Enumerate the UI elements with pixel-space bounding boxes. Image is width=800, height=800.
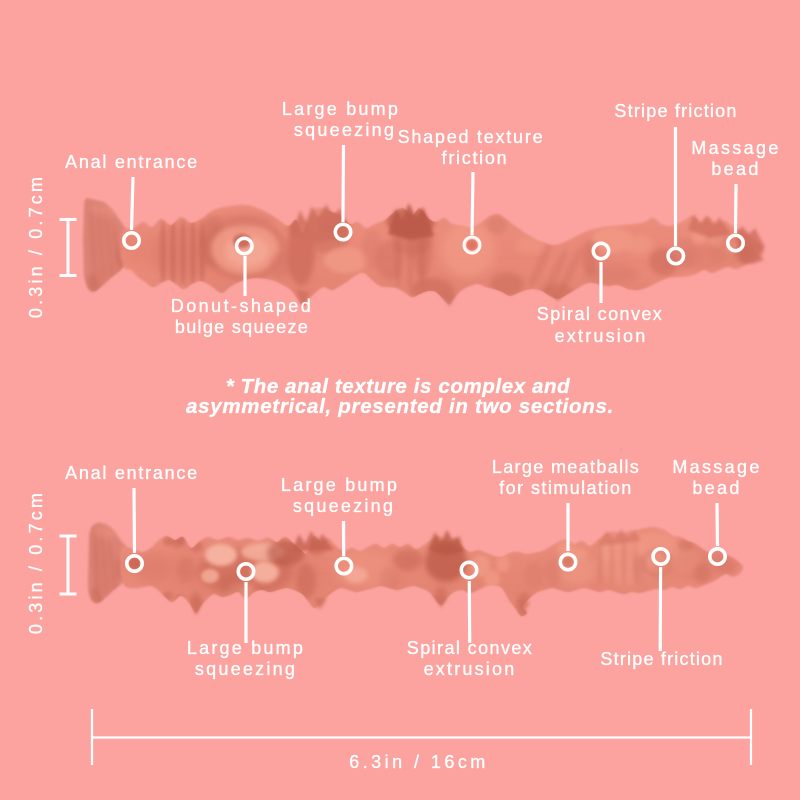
svg-text:Donut-shaped: Donut-shaped [171,296,313,316]
svg-text:Stripe friction: Stripe friction [600,649,723,669]
svg-text:squeezing: squeezing [294,120,396,140]
svg-text:Spiral convex: Spiral convex [407,638,533,658]
svg-text:* The anal texture is complex: * The anal texture is complex and [226,375,571,398]
svg-text:Large meatballs: Large meatballs [492,457,640,477]
svg-text:bulge squeeze: bulge squeeze [175,317,309,337]
svg-text:Large bump: Large bump [281,475,399,495]
svg-text:squeezing: squeezing [195,659,297,679]
svg-text:extrusion: extrusion [424,659,517,679]
svg-text:Massage: Massage [691,138,780,158]
svg-text:Large bump: Large bump [282,99,400,119]
svg-text:bead: bead [711,159,760,179]
svg-text:extrusion: extrusion [555,326,648,346]
svg-text:Anal entrance: Anal entrance [65,152,199,172]
svg-text:Shaped texture: Shaped texture [398,127,545,147]
svg-text:squeezing: squeezing [293,496,395,516]
svg-text:6.3in / 16cm: 6.3in / 16cm [349,752,488,772]
svg-text:for stimulation: for stimulation [499,478,633,498]
svg-text:asymmetrical, presented in two: asymmetrical, presented in two sections. [186,395,614,418]
svg-text:Large bump: Large bump [187,638,305,658]
svg-text:bead: bead [692,478,741,498]
svg-text:0.3in / 0.7cm: 0.3in / 0.7cm [26,174,46,318]
svg-text:Spiral convex: Spiral convex [537,304,663,324]
svg-text:Anal entrance: Anal entrance [65,463,199,483]
svg-text:Stripe friction: Stripe friction [614,101,737,121]
svg-text:friction: friction [442,148,509,168]
svg-text:0.3in / 0.7cm: 0.3in / 0.7cm [26,490,46,634]
svg-text:Massage: Massage [672,457,761,477]
